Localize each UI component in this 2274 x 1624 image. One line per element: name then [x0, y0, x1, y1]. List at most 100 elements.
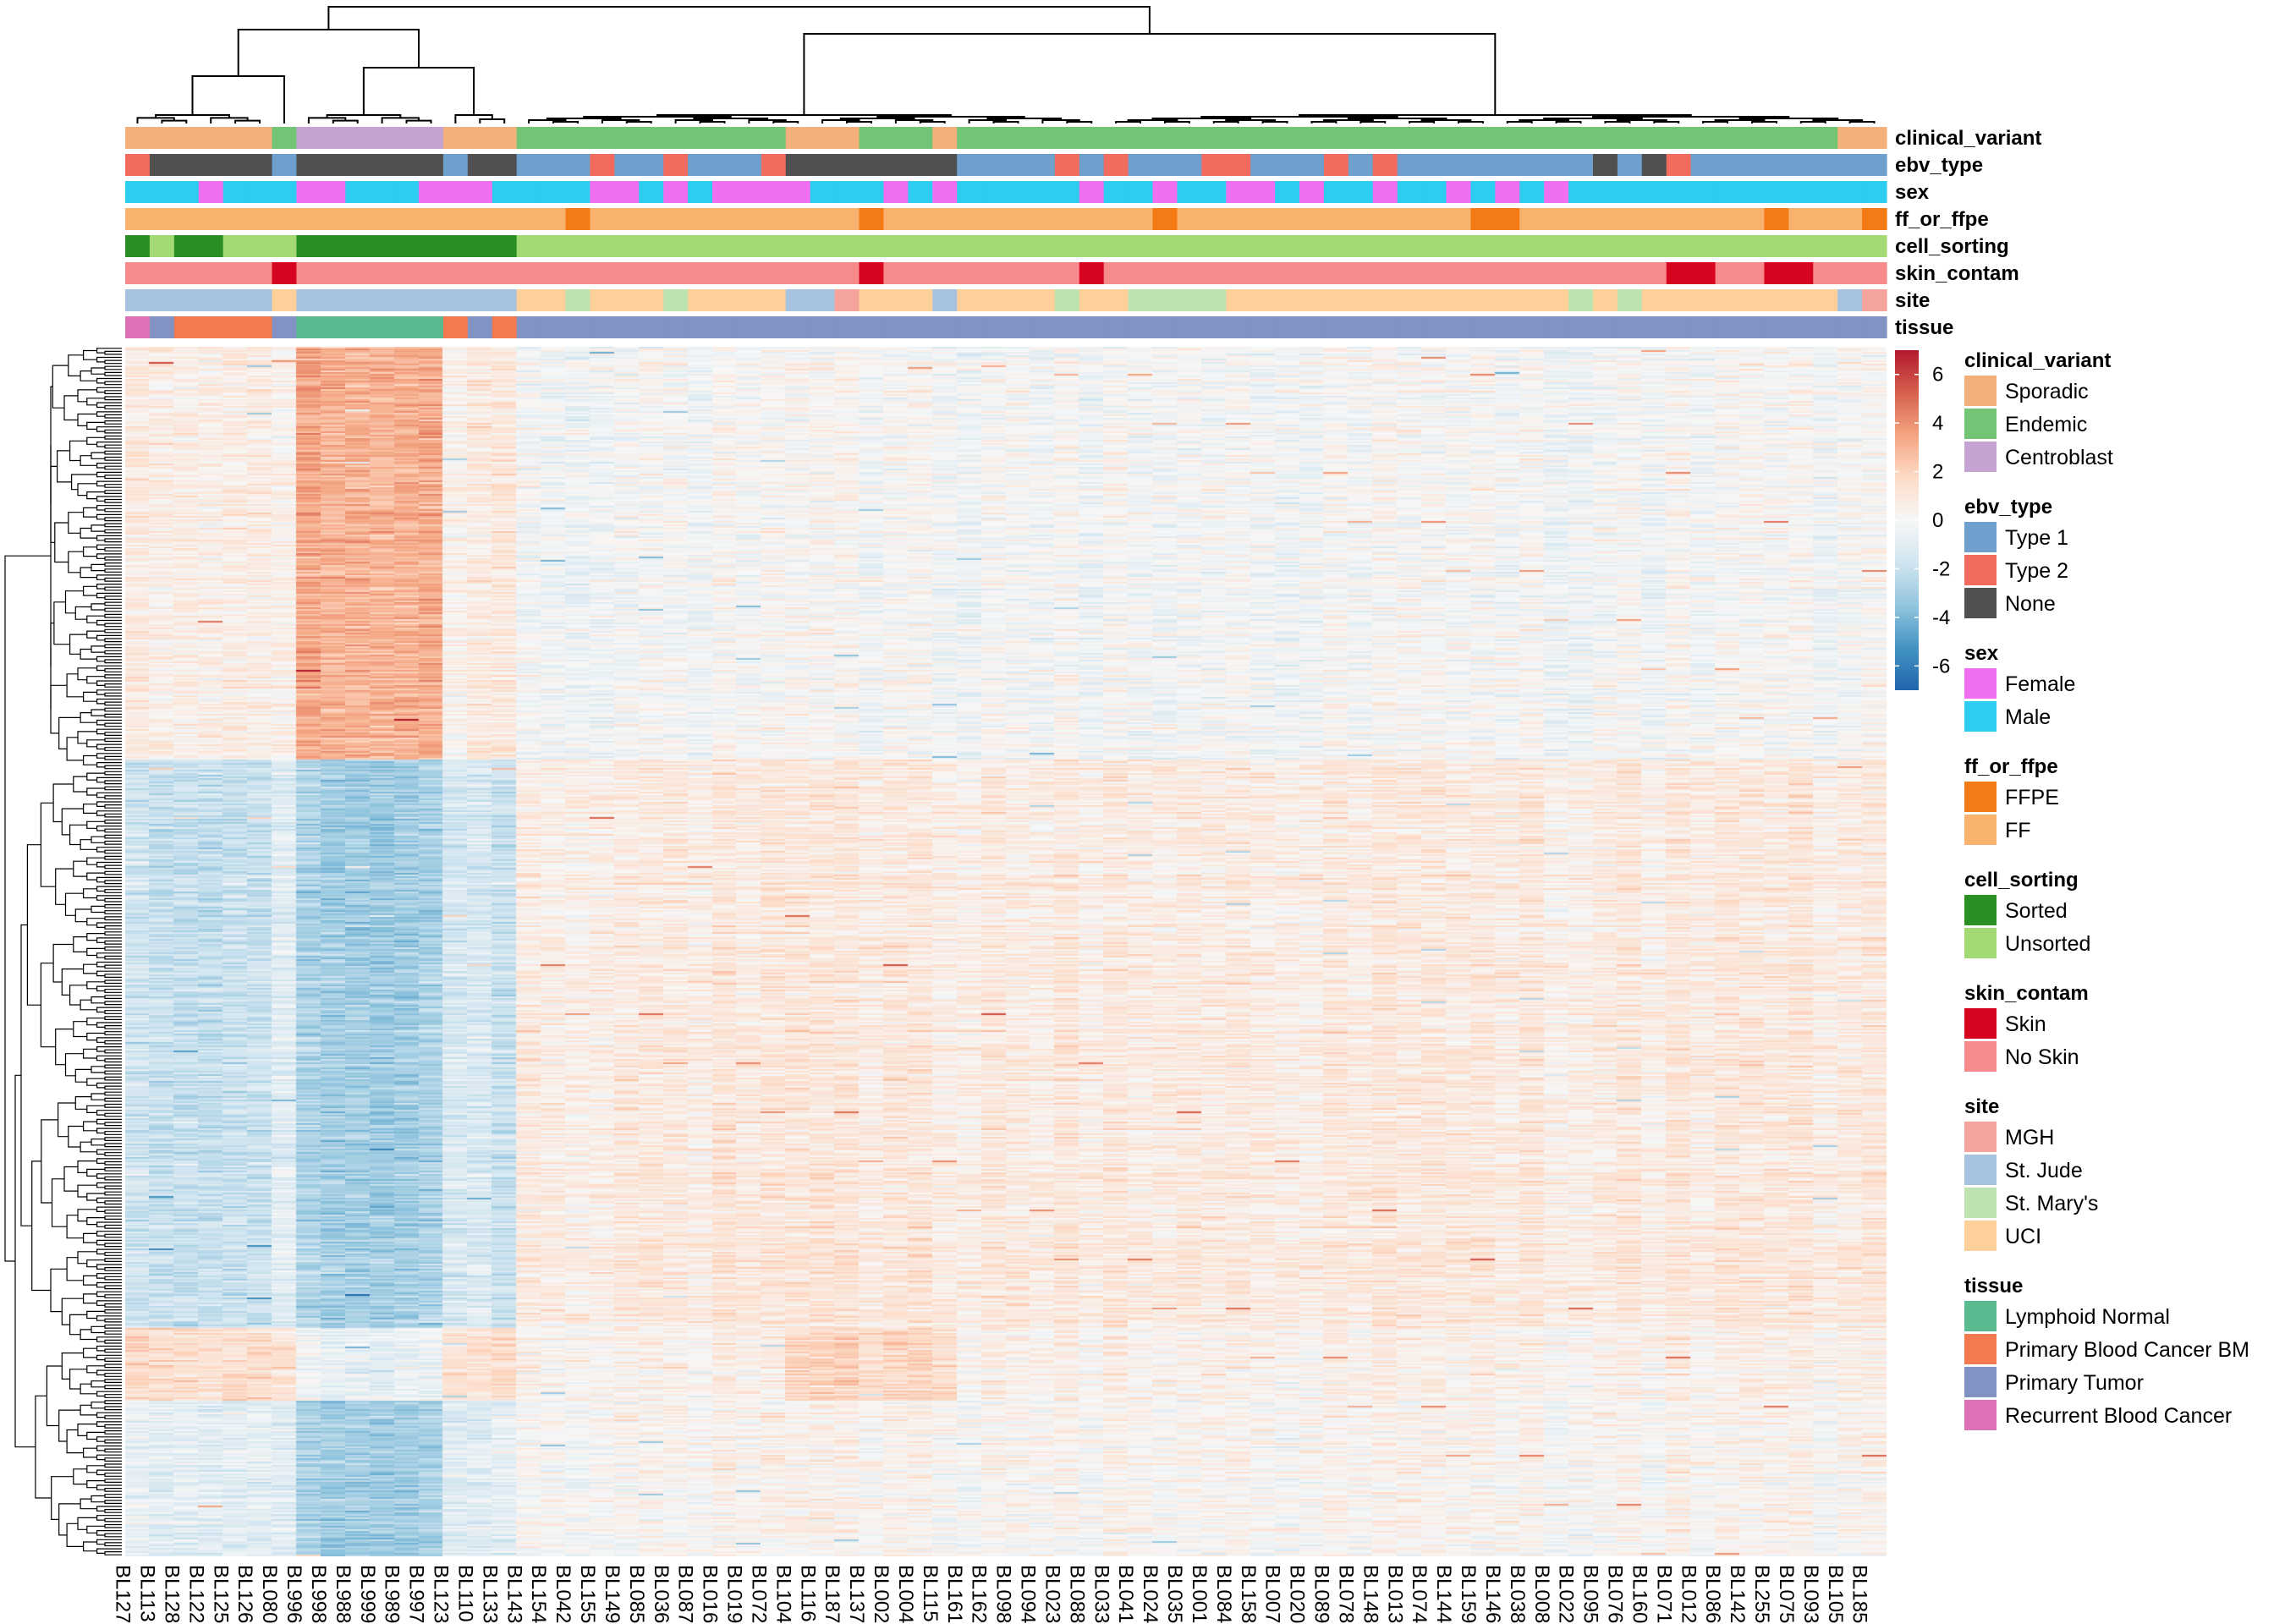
- dendrogram-link: [86, 676, 105, 684]
- color-scale-tick-label: -6: [1932, 655, 1950, 678]
- annotation-cell: [442, 289, 469, 311]
- sample-label: BL137: [845, 1565, 868, 1623]
- annotation-cell: [1152, 208, 1178, 230]
- annotation-cell: [1544, 208, 1569, 230]
- annotation-cell: [1813, 289, 1838, 311]
- annotation-cell: [1006, 208, 1031, 230]
- legend-item-label: Type 2: [2005, 559, 2068, 583]
- dendrogram-link: [104, 429, 122, 434]
- annotation-cell: [1617, 316, 1643, 338]
- annotation-cell: [1641, 289, 1667, 311]
- dendrogram-link: [104, 1167, 122, 1171]
- dendrogram-link: [104, 613, 122, 618]
- annotation-cell: [761, 181, 787, 203]
- dendrogram-link: [68, 512, 84, 534]
- annotation-cell: [1299, 181, 1325, 203]
- dendrogram-link: [86, 1465, 105, 1473]
- annotation-cell: [663, 262, 689, 284]
- annotation-cell: [565, 127, 591, 149]
- annotation-cell: [247, 289, 273, 311]
- annotation-cell: [1446, 208, 1472, 230]
- dendrogram-link: [83, 507, 97, 518]
- legend-group-title: cell_sorting: [1964, 869, 2079, 892]
- annotation-cell: [1421, 154, 1447, 176]
- annotation-cell: [247, 208, 273, 230]
- annotation-cell: [1054, 208, 1080, 230]
- annotation-cell: [516, 235, 542, 257]
- dendrogram-link: [552, 121, 579, 123]
- dendrogram-link: [1653, 121, 1680, 123]
- dendrogram-link: [104, 1509, 122, 1513]
- annotation-cell: [272, 289, 298, 311]
- annotation-cell: [1250, 289, 1276, 311]
- annotation-cell: [222, 154, 249, 176]
- dendrogram-link: [919, 121, 946, 123]
- annotation-cell: [1739, 208, 1766, 230]
- dendrogram-link: [96, 544, 122, 551]
- sample-label: BL075: [1775, 1565, 1798, 1623]
- sample-label: BL071: [1652, 1565, 1675, 1623]
- annotation-cell: [1544, 289, 1569, 311]
- dendrogram-link: [104, 1143, 122, 1148]
- dendrogram-link: [96, 402, 122, 409]
- annotation-cell: [345, 181, 371, 203]
- dendrogram-link: [80, 648, 97, 660]
- annotation-cell: [1323, 316, 1349, 338]
- dendrogram-link: [96, 387, 122, 393]
- dendrogram-link: [96, 762, 122, 768]
- annotation-cell: [590, 181, 615, 203]
- dendrogram-link: [96, 1248, 122, 1255]
- dendrogram-link: [91, 836, 105, 843]
- annotation-cell: [614, 289, 640, 311]
- sample-label: BL088: [1065, 1565, 1088, 1623]
- sample-label: BL155: [576, 1565, 599, 1623]
- annotation-cell: [590, 316, 615, 338]
- dendrogram-link: [104, 880, 122, 885]
- annotation-cell: [1128, 316, 1154, 338]
- dendrogram-link: [1751, 121, 1777, 123]
- dendrogram-link: [104, 1318, 122, 1323]
- annotation-cell: [565, 316, 591, 338]
- dendrogram-link: [91, 1093, 105, 1100]
- annotation-cell: [1837, 181, 1863, 203]
- dendrogram-link: [104, 1176, 122, 1181]
- dendrogram-link: [104, 1112, 122, 1117]
- dendrogram-link: [86, 615, 105, 623]
- annotation-cell: [173, 262, 200, 284]
- dendrogram-link: [64, 1053, 84, 1077]
- dendrogram-link: [332, 119, 359, 123]
- annotation-cell: [345, 316, 371, 338]
- annotation-cell: [516, 127, 542, 149]
- dendrogram-link: [83, 804, 97, 814]
- annotation-cell: [1739, 181, 1766, 203]
- legend-item-label: Skin: [2005, 1012, 2046, 1036]
- dendrogram-link: [104, 475, 122, 480]
- dendrogram-link: [104, 1400, 122, 1405]
- dendrogram-link: [91, 645, 105, 653]
- annotation-cell: [1544, 154, 1569, 176]
- sample-label: BL999: [356, 1565, 379, 1623]
- annotation-cell: [442, 316, 469, 338]
- dendrogram-link: [96, 680, 122, 686]
- dendrogram-link: [104, 683, 122, 688]
- annotation-cell: [419, 316, 444, 338]
- annotation-cell: [1593, 316, 1618, 338]
- sample-label: BL154: [527, 1565, 550, 1623]
- dendrogram-link: [104, 1103, 122, 1108]
- dendrogram-link: [104, 659, 122, 664]
- dendrogram-link: [104, 1430, 122, 1435]
- annotation-cell: [1275, 181, 1300, 203]
- annotation-cell: [1837, 316, 1863, 338]
- dendrogram-link: [14, 1074, 36, 1448]
- annotation-cell: [149, 154, 175, 176]
- annotation-cell: [785, 154, 811, 176]
- annotation-cell: [810, 127, 836, 149]
- annotation-cell: [834, 262, 860, 284]
- dendrogram-link: [104, 556, 122, 561]
- annotation-cell: [149, 127, 175, 149]
- sample-label: BL095: [1579, 1565, 1602, 1623]
- annotation-cell: [1593, 289, 1618, 311]
- annotation-cell: [565, 235, 591, 257]
- dendrogram-link: [96, 801, 122, 807]
- annotation-cell: [1495, 235, 1520, 257]
